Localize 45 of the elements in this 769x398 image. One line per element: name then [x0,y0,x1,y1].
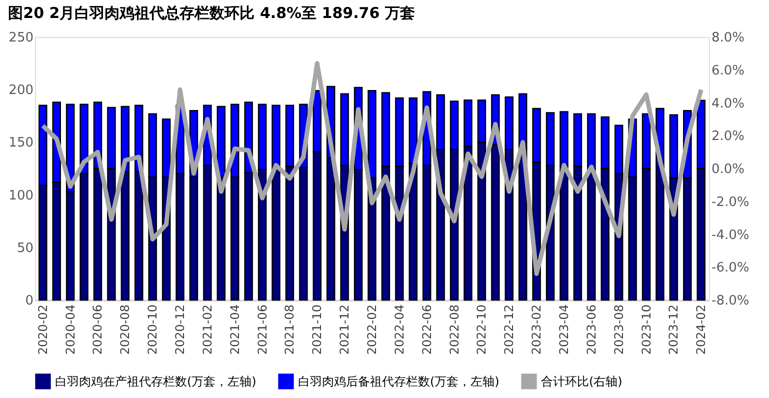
y2-tick-label: -6.0% [712,260,750,276]
x-tick-label: 2023-04 [556,304,571,355]
y-tick-label: 200 [8,83,34,98]
y-tick-label: 100 [8,188,34,204]
x-tick-label: 2021-02 [200,304,214,355]
x-tick-label: 2023-06 [584,304,598,355]
y2-tick-label: 0.0% [712,162,745,177]
y-tick-label: 50 [16,240,34,256]
x-tick-label: 2023-08 [612,304,626,355]
x-tick-label: 2020-04 [63,304,78,355]
x-tick-label: 2022-10 [474,304,489,355]
x-tick-label: 2023-02 [530,304,544,355]
y2-tick-label: 2.0% [712,129,745,144]
legend-label: 合计环比(右轴) [541,374,622,388]
x-tick-label: 2023-12 [666,304,681,355]
x-tick-label: 2021-10 [310,304,324,355]
x-tick-label: 2022-06 [420,304,434,355]
x-tick-label: 2021-08 [282,304,297,355]
x-tick-label: 2022-02 [365,304,379,355]
x-tick-label: 2021-04 [228,304,242,355]
y2-tick-label: -2.0% [712,194,750,210]
legend-label: 白羽肉鸡后备祖代存栏数(万套，左轴) [298,374,500,388]
y2-tick-label: 6.0% [712,63,745,78]
x-tick-label: 2024-02 [694,304,708,355]
x-tick-label: 2022-04 [392,304,406,355]
chart-title: 图20 2月白羽肉鸡祖代总存栏数环比 4.8%至 189.76 万套 [8,4,415,22]
x-tick-label: 2021-06 [255,304,270,355]
x-tick-label: 2020-10 [146,304,160,355]
x-tick-label: 2020-06 [90,304,105,355]
x-tick-label: 2022-12 [502,304,516,355]
y2-tick-label: -4.0% [712,228,750,243]
line-series [40,61,704,276]
y-tick-label: 150 [8,136,34,151]
y2-tick-label: 8.0% [712,30,745,46]
y-tick-label: 0 [25,294,34,308]
legend-label: 白羽肉鸡在产祖代存栏数(万套，左轴) [55,374,256,388]
x-tick-label: 2023-10 [639,304,654,355]
y2-tick-label: -8.0% [712,294,750,308]
x-tick-label: 2020-12 [173,304,188,355]
x-tick-label: 2021-12 [338,304,352,355]
x-tick-label: 2020-08 [118,304,132,355]
x-tick-label: 2022-08 [447,304,462,355]
y-tick-label: 250 [8,30,34,46]
y2-tick-label: 4.0% [712,96,745,112]
x-tick-label: 2020-02 [36,304,50,355]
